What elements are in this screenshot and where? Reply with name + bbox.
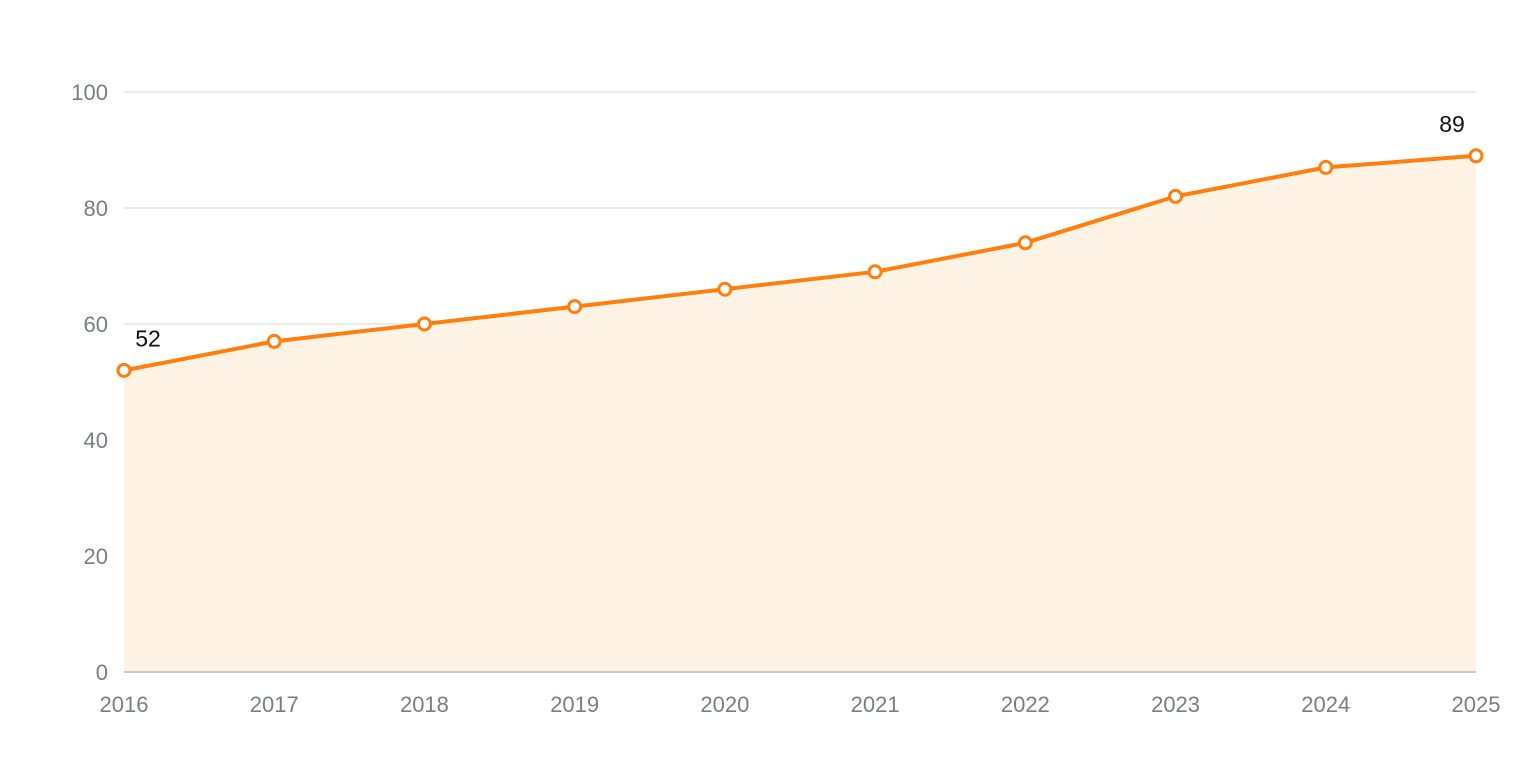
- x-tick-label: 2020: [700, 692, 749, 717]
- data-point-marker: [116, 362, 132, 378]
- data-label: 52: [135, 325, 161, 351]
- x-tick-label: 2024: [1301, 692, 1350, 717]
- data-point-marker: [567, 299, 583, 315]
- y-tick-label: 0: [96, 660, 108, 685]
- x-tick-label: 2025: [1452, 692, 1501, 717]
- data-point-marker: [867, 264, 883, 280]
- data-point-marker: [416, 316, 432, 332]
- x-axis-tick-labels: 2016 2017 2018 2019 2020 2021 2022 2023 2024 2025: [100, 692, 1501, 717]
- y-axis-tick-labels: 0 20 40 60 80 100: [71, 80, 108, 685]
- data-point-marker: [717, 281, 733, 297]
- x-tick-label: 2018: [400, 692, 449, 717]
- x-tick-label: 2023: [1151, 692, 1200, 717]
- data-point-marker: [1017, 235, 1033, 251]
- x-tick-label: 2021: [851, 692, 900, 717]
- x-tick-label: 2019: [550, 692, 599, 717]
- series-markers: [116, 148, 1484, 378]
- y-tick-label: 60: [84, 312, 108, 337]
- data-point-marker: [1168, 188, 1184, 204]
- x-tick-label: 2016: [100, 692, 149, 717]
- y-tick-label: 20: [84, 544, 108, 569]
- y-tick-label: 40: [84, 428, 108, 453]
- y-tick-label: 80: [84, 196, 108, 221]
- x-tick-label: 2022: [1001, 692, 1050, 717]
- x-tick-label: 2017: [250, 692, 299, 717]
- y-tick-label: 100: [71, 80, 108, 105]
- data-point-marker: [266, 333, 282, 349]
- data-label: 89: [1439, 111, 1465, 137]
- series-area-fill: [124, 155, 1476, 673]
- data-point-marker: [1318, 159, 1334, 175]
- data-point-marker: [1468, 148, 1484, 164]
- data-labels: 52 89: [135, 111, 1465, 352]
- series-line: [122, 153, 1478, 373]
